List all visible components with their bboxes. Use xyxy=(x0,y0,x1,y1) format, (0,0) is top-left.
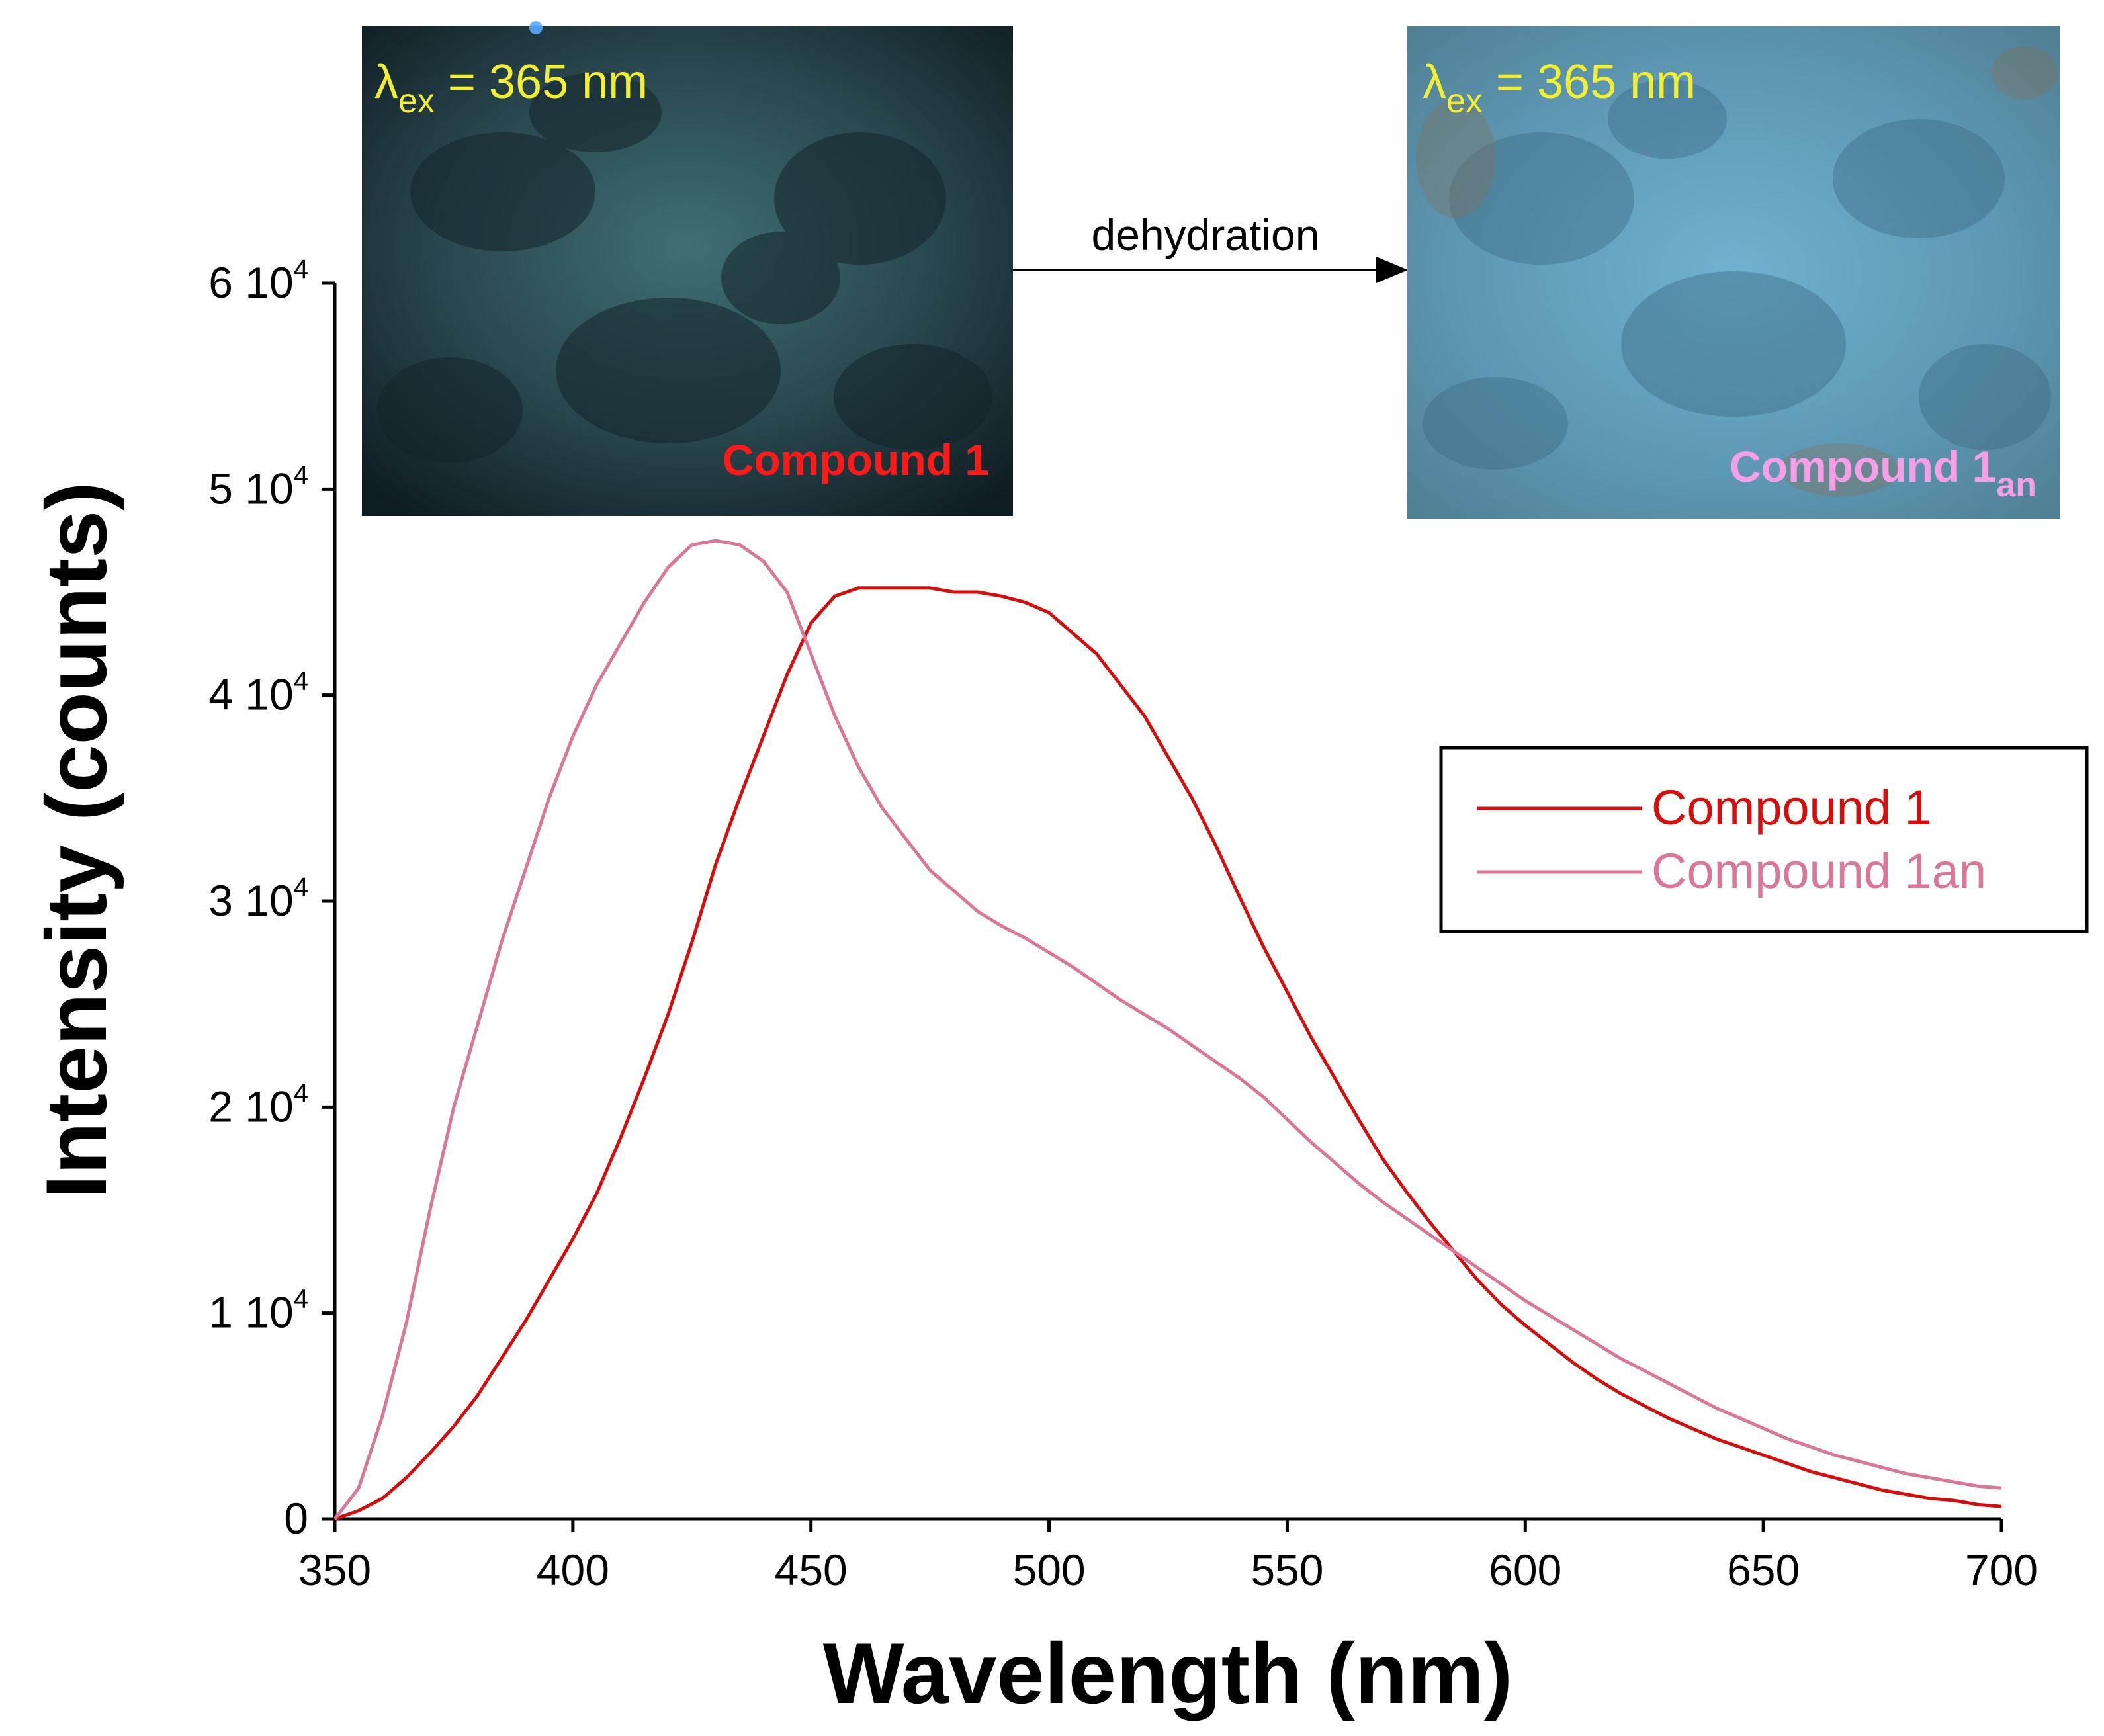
arrow-label: dehydration xyxy=(1092,210,1320,259)
inset-photo-compound-1an: λex = 365 nm Compound 1an xyxy=(1407,26,2060,519)
series-layer xyxy=(333,539,2002,1521)
inset-photo-right-texture xyxy=(1423,79,2051,470)
y-tick-label: 3 104 xyxy=(208,873,308,925)
y-tick-label: 4 104 xyxy=(208,667,308,719)
legend-label-compound-1an: Compound 1an xyxy=(1651,844,1986,898)
x-tick-label: 400 xyxy=(537,1545,609,1594)
inset-photo-compound-1: λex = 365 nm Compound 1 xyxy=(362,21,1013,516)
axes: 350 400 450 500 550 600 650 700 0 1 104 2 104 3 10… xyxy=(208,255,2038,1594)
inset-right-caption: Compound 1an xyxy=(1730,442,2037,504)
inset-photo-right-bg xyxy=(1407,26,2060,519)
legend-box xyxy=(1439,746,2089,933)
x-tick-label: 350 xyxy=(298,1545,371,1594)
inset-right-excitation: λex = 365 nm xyxy=(1423,56,1696,120)
inset-left-caption: Compound 1 xyxy=(723,435,989,484)
x-tick-label: 500 xyxy=(1013,1545,1086,1594)
series-line-compound-1 xyxy=(334,586,2002,1521)
x-tick-label: 650 xyxy=(1727,1545,1800,1594)
inset-photo-left-texture xyxy=(377,73,992,463)
y-tick-label: 6 104 xyxy=(208,255,308,307)
y-axis-title: Intensity (counts) xyxy=(28,482,124,1198)
inset-photo-left-glint xyxy=(529,21,543,34)
x-tick-label: 600 xyxy=(1489,1545,1561,1594)
y-tick-label: 0 xyxy=(284,1494,308,1543)
y-tick-label: 1 104 xyxy=(208,1285,308,1337)
x-tick-label: 450 xyxy=(775,1545,848,1594)
x-ticks: 350 400 450 500 550 600 650 700 xyxy=(298,1519,2038,1594)
inset-left-excitation: λex = 365 nm xyxy=(374,56,648,120)
x-tick-label: 550 xyxy=(1250,1545,1323,1594)
x-tick-label: 700 xyxy=(1965,1545,2038,1594)
series-line-compound-1an xyxy=(333,539,2002,1520)
y-tick-label: 2 104 xyxy=(208,1078,308,1131)
inset-photo-right-rust xyxy=(1416,46,2058,496)
x-axis-title: Wavelength (nm) xyxy=(823,1625,1512,1721)
legend-label-compound-1: Compound 1 xyxy=(1651,780,1932,835)
legend: Compound 1 Compound 1an xyxy=(1439,746,2089,933)
y-tick-label: 5 104 xyxy=(208,460,308,513)
y-ticks: 0 1 104 2 104 3 104 4 104 5 104 6 104 xyxy=(208,255,335,1543)
dehydration-arrow: dehydration xyxy=(1013,210,1408,283)
